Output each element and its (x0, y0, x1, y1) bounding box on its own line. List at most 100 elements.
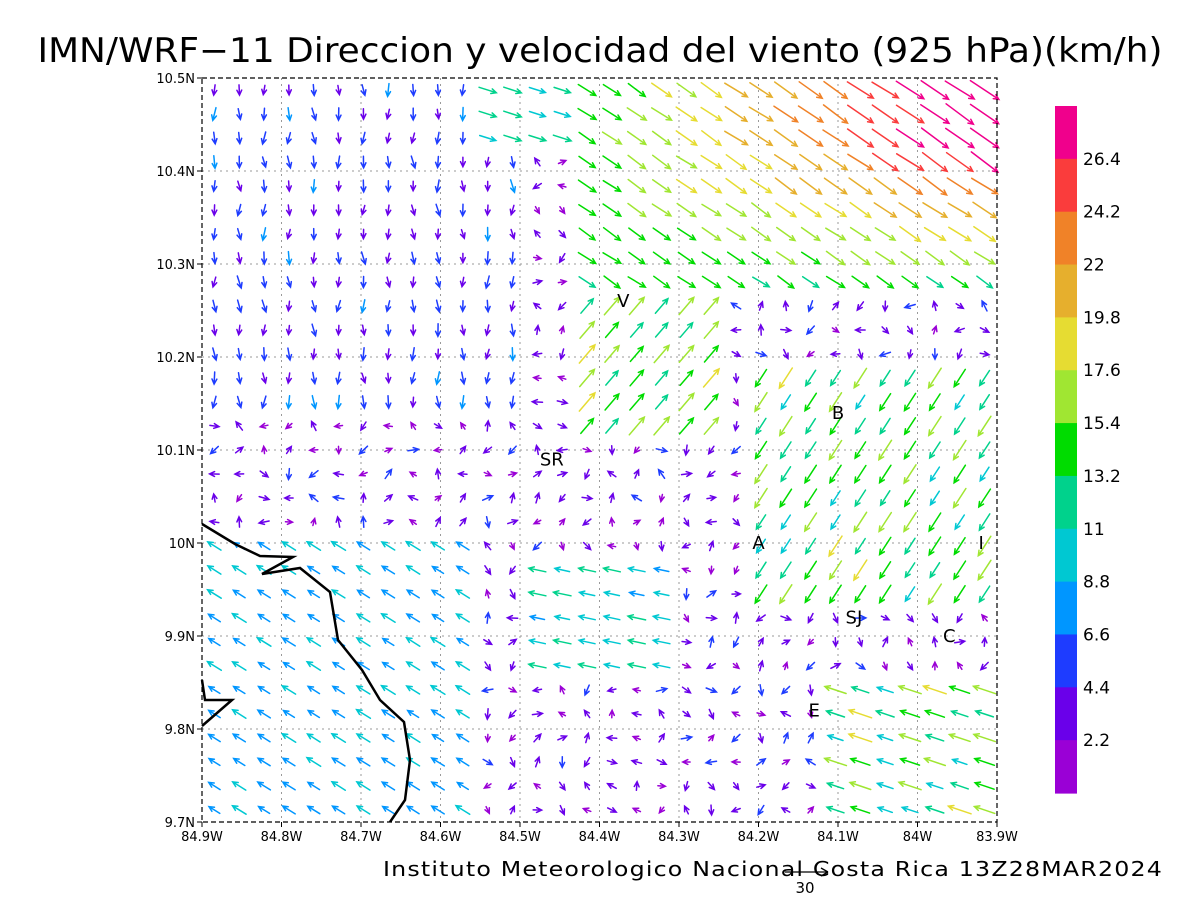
wind-arrow (331, 709, 346, 719)
colorbar-label: 24.2 (1083, 203, 1121, 223)
wind-arrow (284, 422, 293, 430)
wind-arrow (756, 783, 767, 790)
colorbar-label: 15.4 (1083, 414, 1121, 434)
wind-arrow (956, 348, 963, 361)
wind-arrow (484, 275, 491, 290)
wind-arrow (578, 203, 597, 217)
wind-arrow (559, 804, 566, 816)
wind-arrow (903, 511, 917, 533)
wind-arrow (385, 108, 392, 121)
wind-arrow (798, 81, 824, 100)
wind-arrow (825, 250, 846, 266)
wind-arrow (509, 491, 516, 504)
wind-arrow (256, 709, 272, 719)
wind-arrow (231, 780, 247, 791)
wind-arrow (556, 398, 569, 406)
wind-arrow (871, 128, 900, 148)
wind-arrow (360, 347, 367, 362)
wind-arrow (730, 445, 741, 455)
wind-arrow (405, 613, 421, 623)
wind-arrow (703, 320, 720, 339)
wind-arrow (675, 155, 698, 169)
wind-arrow (555, 446, 568, 454)
wind-arrow (484, 251, 491, 266)
wind-arrow (532, 422, 543, 430)
wind-arrow (335, 348, 342, 361)
wind-arrow (924, 805, 945, 814)
wind-arrow (780, 326, 793, 334)
wind-arrow (706, 494, 718, 502)
wind-arrow (360, 395, 367, 410)
wind-arrow (831, 300, 840, 311)
wind-arrow (682, 493, 691, 503)
wind-arrow (825, 781, 845, 790)
wind-arrow (753, 487, 768, 509)
wind-arrow (484, 805, 491, 815)
wind-arrow (455, 781, 470, 791)
wind-arrow (854, 537, 866, 555)
wind-arrow (410, 251, 417, 266)
wind-arrow (626, 638, 646, 645)
wind-arrow (206, 588, 222, 599)
wind-arrow (484, 348, 491, 361)
wind-arrow (921, 684, 947, 695)
wind-arrow (878, 584, 892, 605)
wind-arrow (360, 275, 367, 290)
wind-arrow (434, 228, 442, 241)
wind-arrow (929, 561, 941, 579)
wind-arrow (556, 183, 567, 190)
wind-arrow (754, 368, 768, 388)
wind-arrow (360, 179, 367, 194)
wind-arrow (409, 372, 417, 385)
wind-arrow (211, 204, 218, 217)
wind-arrow (726, 227, 747, 241)
wind-arrow (553, 110, 572, 119)
wind-arrow (654, 321, 669, 338)
wind-arrow (280, 540, 297, 551)
wind-arrow (335, 445, 342, 456)
wind-arrow (950, 758, 968, 766)
wind-arrow (854, 585, 867, 604)
wind-arrow (576, 662, 597, 669)
colorbar-segment (1055, 211, 1077, 266)
wind-arrow (581, 807, 592, 814)
wind-arrow (507, 518, 519, 525)
wind-arrow (455, 565, 470, 575)
wind-arrow (261, 347, 268, 362)
wind-arrow (407, 495, 419, 501)
wind-arrow (701, 251, 722, 265)
wind-arrow (332, 470, 345, 478)
wind-arrow (732, 781, 740, 791)
wind-arrow (724, 82, 749, 98)
wind-arrow (733, 565, 740, 576)
wind-arrow (605, 417, 620, 434)
wind-arrow (532, 254, 543, 261)
wind-arrow (980, 613, 988, 622)
wind-arrow (211, 251, 218, 266)
wind-arrow (755, 514, 767, 531)
wind-arrow (775, 226, 797, 242)
colorbar-segment (1055, 475, 1077, 530)
wind-arrow (675, 130, 699, 147)
wind-arrow (532, 806, 544, 814)
wind-arrow (953, 326, 965, 333)
wind-arrow (236, 324, 243, 337)
wind-arrow (681, 567, 691, 574)
wind-arrow (557, 301, 567, 311)
wind-arrow (527, 638, 547, 645)
wind-arrow (730, 470, 741, 477)
wind-arrow (432, 446, 443, 453)
wind-arrow (454, 588, 471, 599)
wind-arrow (558, 324, 565, 335)
wind-arrow (582, 446, 593, 453)
wind-arrow (969, 127, 1000, 149)
wind-arrow (871, 104, 900, 124)
wind-arrow (459, 347, 467, 362)
wind-arrow (749, 129, 774, 147)
wind-arrow (211, 276, 218, 289)
wind-arrow (633, 779, 640, 792)
wind-arrow (507, 471, 519, 478)
wind-arrow (310, 131, 317, 145)
wind-arrow (528, 134, 548, 143)
colorbar-segment (1055, 264, 1077, 318)
